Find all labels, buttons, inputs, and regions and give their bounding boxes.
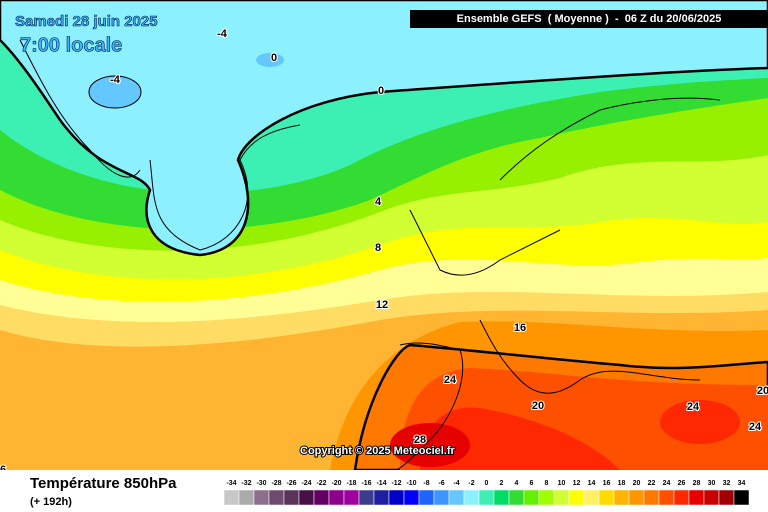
model-box: [410, 10, 768, 28]
scale-label: 20: [633, 480, 641, 487]
scale-label: 6: [530, 480, 534, 487]
contour-labels: -4 -4 0 0 4 8 12 16 20 24 24 24 20 28 6: [0, 27, 768, 477]
model-info: Ensemble GEFS ( Moyenne ) - 06 Z du 20/0…: [457, 13, 722, 25]
scale-label: 34: [738, 480, 746, 487]
scale-label: 22: [648, 480, 656, 487]
scale-swatch: [628, 489, 645, 506]
scale-swatch: [358, 489, 375, 506]
scale-swatch: [688, 489, 705, 506]
scale-label: -2: [468, 480, 474, 487]
scale-swatch: [598, 489, 615, 506]
scale-swatch: [328, 489, 345, 506]
contour-label: -4: [110, 74, 121, 86]
scale-label: -8: [423, 480, 429, 487]
scale-swatch: [538, 489, 555, 506]
scale-swatch: [283, 489, 300, 506]
contour-label: 20: [532, 400, 544, 412]
scale-swatch: [493, 489, 510, 506]
contour-label: 0: [271, 52, 277, 64]
scale-label: 8: [545, 480, 549, 487]
scale-label: 0: [485, 480, 489, 487]
scale-swatch: [523, 489, 540, 506]
scale-swatch: [448, 489, 465, 506]
scale-swatch: [463, 489, 480, 506]
copyright: Copyright © 2025 Meteociel.fr: [300, 445, 456, 457]
contour-label: 20: [757, 385, 768, 397]
scale-swatch: [718, 489, 735, 506]
footer-title: Température 850hPa: [30, 475, 177, 492]
scale-label: -20: [331, 480, 341, 487]
color-scale: -34 -32 -30 -28 -26 -24 -22 -20 -18 -16 -14 -12 -10-…: [223, 480, 750, 506]
scale-label: -16: [361, 480, 371, 487]
scale-label: 12: [573, 480, 581, 487]
contour-label: 6: [0, 464, 6, 476]
map-fields: [0, 0, 768, 472]
scale-swatch: [583, 489, 600, 506]
contour-label: 24: [687, 401, 700, 413]
scale-swatch: [388, 489, 405, 506]
scale-label: -14: [376, 480, 386, 487]
scale-label: 10: [558, 480, 566, 487]
scale-label: 4: [515, 480, 519, 487]
scale-swatch: [313, 489, 330, 506]
scale-label: 2: [500, 480, 504, 487]
local-time: 7:00 locale: [20, 34, 122, 56]
scale-label: 32: [723, 480, 731, 487]
scale-swatch: [433, 489, 450, 506]
scale-label: 18: [618, 480, 626, 487]
scale-swatch: [238, 489, 255, 506]
scale-label: 16: [603, 480, 611, 487]
scale-label: -4: [453, 480, 459, 487]
scale-swatch: [703, 489, 720, 506]
scale-label: 28: [693, 480, 701, 487]
contour-label: -4: [217, 28, 228, 40]
scale-swatch: [553, 489, 570, 506]
scale-swatch: [403, 489, 420, 506]
contour-label: 16: [514, 322, 526, 334]
scale-swatch: [643, 489, 660, 506]
scale-swatch: [253, 489, 270, 506]
scale-swatch: [373, 489, 390, 506]
scale-swatch: [298, 489, 315, 506]
scale-label: -26: [286, 480, 296, 487]
scale-swatch: [733, 489, 750, 506]
lead-time: (+ 192h): [30, 496, 72, 508]
contour-label: 28: [414, 434, 426, 446]
contour-label: 4: [375, 196, 382, 208]
scale-label: 14: [588, 480, 596, 487]
scale-swatch: [223, 489, 240, 506]
scale-swatch: [673, 489, 690, 506]
scale-swatch: [418, 489, 435, 506]
scale-label: -28: [271, 480, 281, 487]
scale-label: -6: [438, 480, 444, 487]
scale-label: 30: [708, 480, 716, 487]
scale-swatch: [658, 489, 675, 506]
contour-label: 12: [376, 299, 388, 311]
date: Samedi 28 juin 2025: [15, 13, 158, 30]
scale-swatch: [613, 489, 630, 506]
contour-label: 8: [375, 242, 381, 254]
scale-label: -10: [406, 480, 416, 487]
contour-label: 24: [749, 421, 762, 433]
coastlines: [19, 39, 721, 471]
scale-swatch: [478, 489, 495, 506]
scale-label: -24: [301, 480, 311, 487]
scale-label: -12: [391, 480, 401, 487]
scale-swatch: [508, 489, 525, 506]
scale-label: -22: [316, 480, 326, 487]
scale-label: -30: [256, 480, 266, 487]
scale-label: 26: [678, 480, 686, 487]
scale-swatch: [343, 489, 360, 506]
scale-label: -18: [346, 480, 356, 487]
scale-label: -32: [241, 480, 251, 487]
scale-swatch: [568, 489, 585, 506]
contour-label: 24: [444, 374, 457, 386]
contour-label: 0: [378, 85, 384, 97]
scale-swatch: [268, 489, 285, 506]
scale-label: -34: [226, 480, 236, 487]
scale-label: 24: [663, 480, 671, 487]
